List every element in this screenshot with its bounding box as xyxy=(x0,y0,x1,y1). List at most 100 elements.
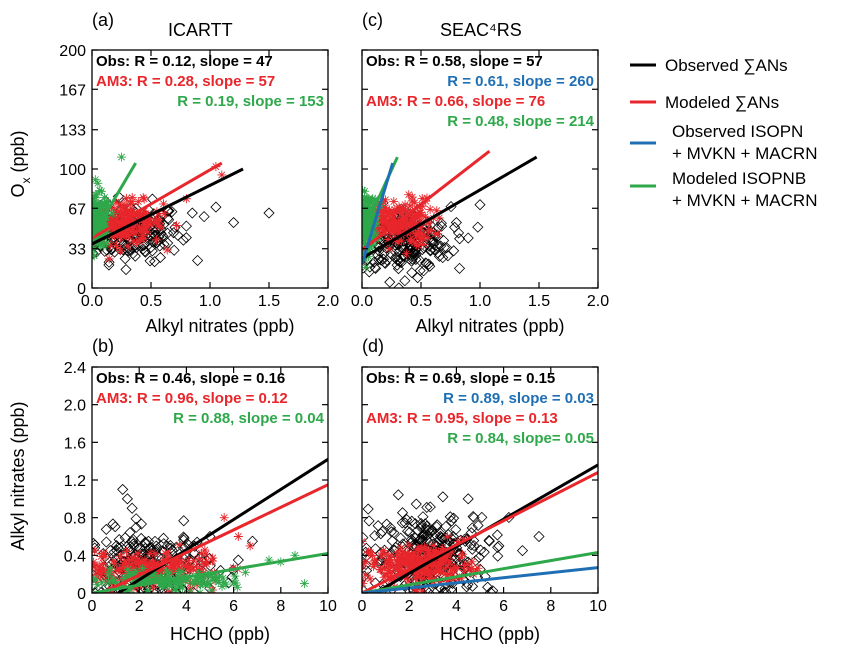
marker-diamond-obs xyxy=(465,539,477,551)
marker-diamond-obs xyxy=(399,275,411,287)
marker-star-model xyxy=(416,234,426,244)
panel-c-label: (c) xyxy=(362,10,383,30)
marker-star-model xyxy=(107,231,117,241)
legend-label-modeled-isopnb-line2: + MVKN + MACRN xyxy=(672,191,817,210)
marker-diamond-obs xyxy=(119,253,131,265)
stat-text: R = 0.48, slope = 214 xyxy=(447,113,594,130)
marker-diamond-obs xyxy=(142,535,155,547)
marker-star-model xyxy=(387,218,397,228)
marker-diamond-obs xyxy=(416,244,428,256)
marker-diamond-obs xyxy=(100,523,112,535)
marker-diamond-obs xyxy=(121,493,133,505)
marker-star-model xyxy=(135,237,145,247)
marker-star-model xyxy=(172,221,182,231)
marker-diamond-obs xyxy=(376,525,388,538)
marker-star-model_isop xyxy=(92,198,99,208)
marker-star-model xyxy=(403,576,413,586)
marker-star-model xyxy=(467,557,477,567)
marker-star-model xyxy=(460,566,470,576)
marker-star-model xyxy=(412,231,422,241)
marker-diamond-obs xyxy=(453,262,466,274)
marker-diamond-obs xyxy=(449,221,461,233)
marker-diamond-obs xyxy=(438,586,450,593)
marker-star-model xyxy=(411,239,421,249)
marker-star-model_isop xyxy=(97,218,107,228)
marker-star-model_isop xyxy=(125,584,135,593)
stat-text: Obs: R = 0.69, slope = 0.15 xyxy=(366,370,555,387)
marker-star-model_isop xyxy=(171,586,181,593)
marker-star-model xyxy=(420,552,430,562)
marker-star-model_isop xyxy=(92,215,99,225)
marker-star-model xyxy=(379,217,389,227)
marker-star-model xyxy=(162,245,172,255)
marker-star-model xyxy=(134,208,144,218)
marker-diamond-obs xyxy=(228,216,240,229)
marker-star-model xyxy=(364,548,374,558)
marker-diamond-obs xyxy=(100,536,112,548)
marker-star-model xyxy=(92,569,101,579)
marker-star-model xyxy=(369,561,379,571)
marker-diamond-obs xyxy=(440,586,452,593)
marker-star-model xyxy=(140,555,150,565)
marker-star-model_isop xyxy=(92,573,98,583)
marker-diamond-obs xyxy=(406,253,418,265)
marker-star-model xyxy=(377,548,387,558)
marker-star-model xyxy=(386,550,396,560)
marker-star-model_isop xyxy=(204,579,214,589)
marker-diamond-obs xyxy=(401,525,414,537)
marker-diamond-obs xyxy=(408,250,420,262)
marker-diamond-obs xyxy=(162,237,174,249)
marker-star-model_isop xyxy=(175,580,185,590)
marker-diamond-obs xyxy=(139,537,151,549)
marker-diamond-obs xyxy=(129,250,141,262)
legend-label-observed-ans: Observed ∑ANs xyxy=(665,56,788,75)
marker-star-model_isop xyxy=(203,570,213,580)
legend-label-observed-isopn-line2: + MVKN + MACRN xyxy=(672,144,817,163)
marker-diamond-obs xyxy=(168,227,180,239)
marker-star-model_isop xyxy=(232,582,242,592)
marker-star-model xyxy=(411,229,421,239)
marker-star-model xyxy=(430,229,440,239)
marker-star-model_isop xyxy=(368,239,378,249)
marker-star-model xyxy=(441,552,451,562)
marker-star-model xyxy=(370,555,380,565)
marker-diamond-obs xyxy=(396,241,408,253)
marker-diamond-obs xyxy=(450,524,462,536)
y-tick-label: 0 xyxy=(77,586,86,603)
marker-star-model xyxy=(382,558,392,568)
marker-star-model xyxy=(159,199,169,209)
x-tick-label: 0 xyxy=(358,598,367,615)
marker-star-model xyxy=(184,563,194,573)
marker-star-model xyxy=(174,557,184,567)
marker-star-model xyxy=(152,214,162,224)
marker-diamond-obs xyxy=(421,520,433,532)
marker-star-model xyxy=(114,199,124,209)
marker-diamond-obs xyxy=(405,533,417,545)
marker-star-model xyxy=(385,559,395,569)
legend: Observed ∑ANs Modeled ∑ANs Observed ISOP… xyxy=(630,56,817,210)
marker-diamond-obs xyxy=(198,211,210,223)
marker-star-model xyxy=(151,235,161,245)
marker-star-model xyxy=(416,564,426,574)
marker-star-model xyxy=(389,213,399,223)
marker-diamond-obs xyxy=(435,217,447,229)
marker-star-model_isop xyxy=(92,209,99,219)
marker-diamond-obs xyxy=(401,513,413,526)
marker-diamond-obs xyxy=(157,532,170,544)
marker-star-model xyxy=(107,219,117,229)
marker-diamond-obs xyxy=(466,522,478,534)
marker-diamond-obs xyxy=(468,540,480,552)
marker-diamond-obs xyxy=(533,530,545,543)
marker-diamond-obs xyxy=(145,241,157,254)
marker-star-model_isop xyxy=(177,583,187,593)
marker-diamond-obs xyxy=(126,536,139,548)
marker-diamond-obs xyxy=(168,244,180,256)
marker-star-model xyxy=(395,555,405,565)
marker-star-model xyxy=(131,558,141,568)
marker-diamond-obs xyxy=(516,545,529,557)
marker-star-model xyxy=(443,532,453,542)
y-tick-label: 1.2 xyxy=(64,473,86,490)
marker-star-model xyxy=(124,231,134,241)
marker-star-model xyxy=(160,548,170,558)
marker-star-model xyxy=(121,547,131,557)
